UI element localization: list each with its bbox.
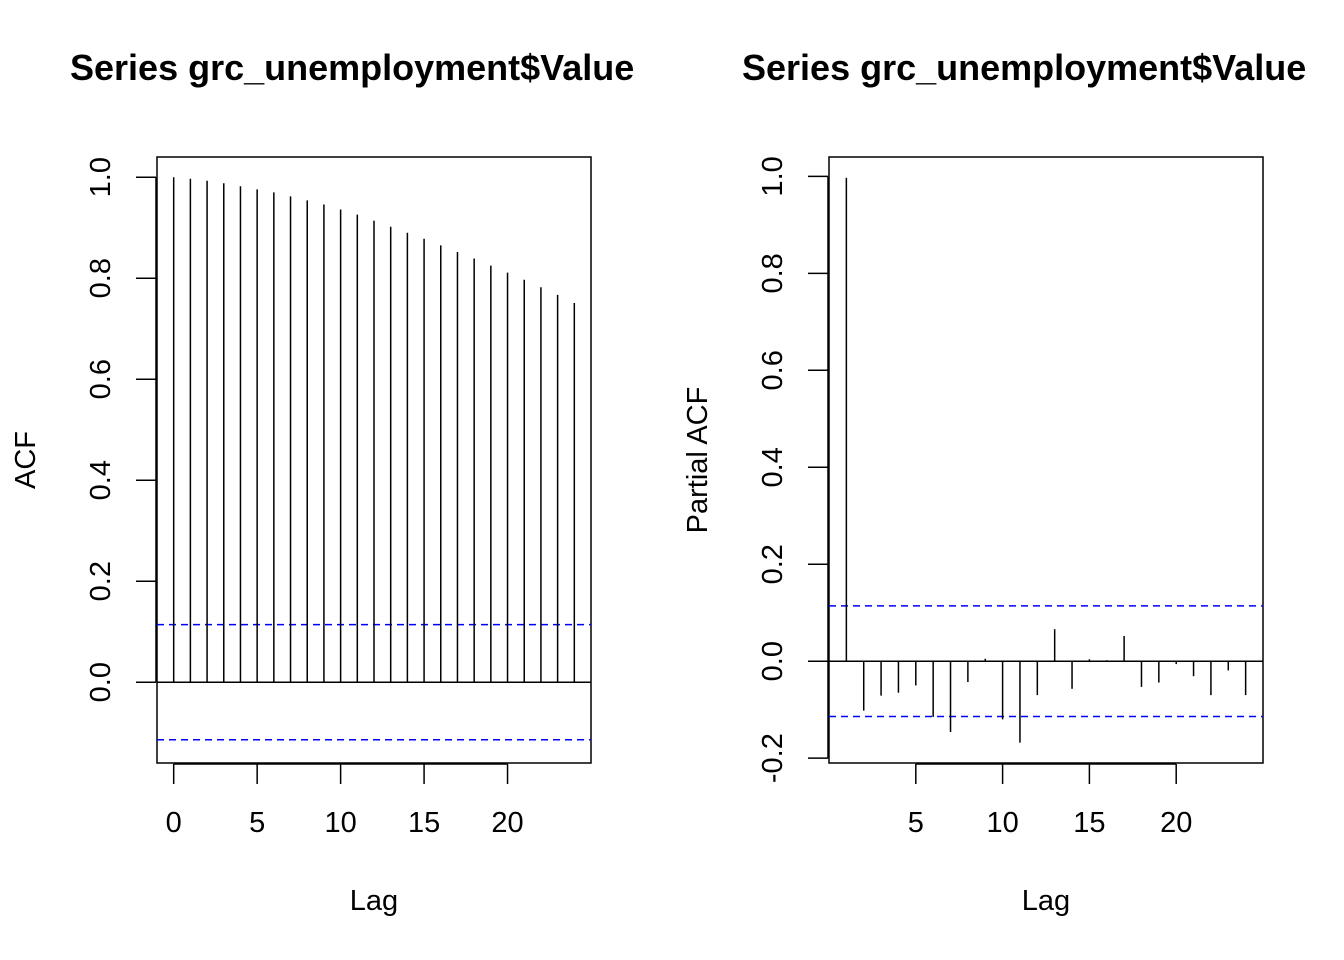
y-axis-label: ACF (10, 431, 42, 489)
y-tick-label: 1.0 (757, 156, 789, 196)
y-tick-label: 1.0 (85, 157, 117, 197)
x-tick-label: 10 (986, 807, 1018, 839)
chart-panel-acf: Series grc_unemployment$Value 0 5 10 15 20 0.0… (10, 47, 634, 917)
y-tick-label: 0.0 (757, 641, 789, 681)
x-tick-label: 15 (1073, 807, 1105, 839)
y-tick-label: 0.2 (757, 544, 789, 584)
x-axis-label: Lag (1022, 885, 1070, 917)
x-axis-label: Lag (350, 885, 398, 917)
y-tick-label: 0.2 (85, 561, 117, 601)
y-tick-label: -0.2 (757, 733, 789, 783)
x-tick-label: 5 (908, 807, 924, 839)
y-tick-label: 0.6 (85, 359, 117, 399)
y-tick-label: 0.0 (85, 662, 117, 702)
y-tick-label: 0.4 (85, 460, 117, 500)
x-tick-label: 20 (491, 807, 523, 839)
y-tick-label: 0.8 (85, 258, 117, 298)
x-tick-label: 10 (324, 807, 356, 839)
y-tick-label: 0.6 (757, 350, 789, 390)
chart-title: Series grc_unemployment$Value (742, 47, 1306, 88)
x-tick-label: 0 (166, 807, 182, 839)
chart-panel-pacf: Series grc_unemployment$Value 5 10 15 20 -0.2… (682, 47, 1306, 917)
chart-title: Series grc_unemployment$Value (70, 47, 634, 88)
x-tick-label: 15 (408, 807, 440, 839)
y-axis-label: Partial ACF (682, 387, 714, 534)
y-tick-label: 0.8 (757, 253, 789, 293)
y-tick-label: 0.4 (757, 447, 789, 487)
plot-frame (156, 156, 592, 764)
plot-frame (828, 156, 1264, 764)
x-tick-label: 20 (1160, 807, 1192, 839)
x-tick-label: 5 (249, 807, 265, 839)
